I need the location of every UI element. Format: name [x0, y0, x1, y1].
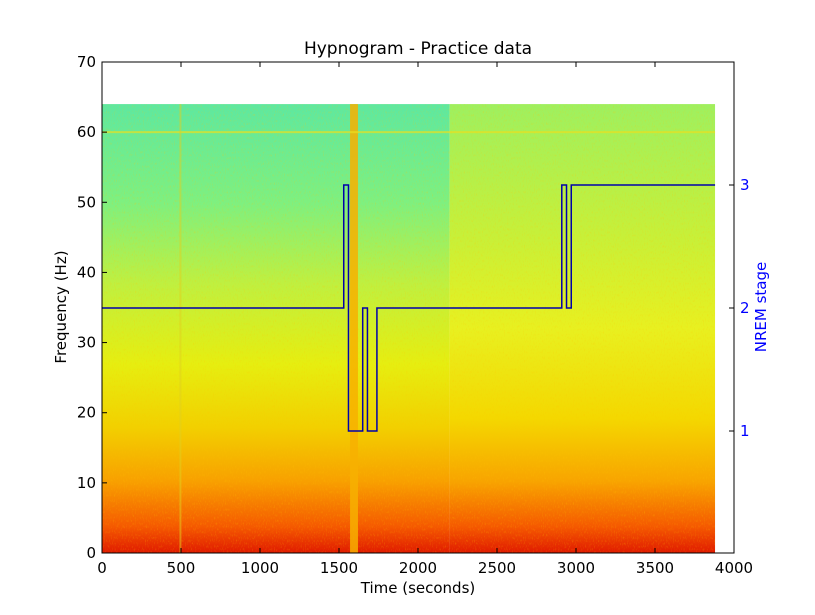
y-tick-label: 50 — [77, 193, 96, 211]
spectrogram-60hz-line — [102, 131, 716, 134]
y2-axis-label: NREM stage — [752, 262, 770, 352]
y-tick-label: 0 — [86, 544, 96, 562]
hypnogram-line — [102, 184, 716, 432]
y-tick-label: 60 — [77, 123, 96, 141]
y-tick-label: 20 — [77, 404, 96, 422]
x-tick-label: 1000 — [241, 559, 279, 577]
y-tick-label: 10 — [77, 474, 96, 492]
x-axis-label: Time (seconds) — [360, 579, 476, 597]
x-tick-label: 3000 — [557, 559, 595, 577]
x-tick-label: 2000 — [399, 559, 437, 577]
y-axis-label: Frequency (Hz) — [52, 250, 70, 363]
spectrogram-artifact-band — [350, 104, 358, 553]
x-tick-label: 3500 — [636, 559, 674, 577]
x-tick-label: 1500 — [320, 559, 358, 577]
y-axis-ticks: 0 10 20 30 40 50 60 70 — [77, 53, 107, 562]
x-tick-label: 2500 — [478, 559, 516, 577]
x-tick-label: 0 — [97, 559, 107, 577]
spectrogram-noise — [102, 104, 716, 553]
y-tick-label: 30 — [77, 334, 96, 352]
y-tick-label: 70 — [77, 53, 96, 71]
y2-tick-label: 3 — [740, 176, 750, 194]
spectrogram-vertical-artifact — [179, 104, 182, 553]
y-tick-label: 40 — [77, 263, 96, 281]
y2-tick-label: 1 — [740, 422, 750, 440]
x-axis-ticks: 0 500 1000 1500 2000 2500 3000 3500 4000 — [97, 62, 753, 577]
chart-title: Hypnogram - Practice data — [304, 39, 532, 59]
y2-tick-label: 2 — [740, 299, 750, 317]
x-tick-label: 4000 — [715, 559, 753, 577]
y2-axis-ticks: 1 2 3 — [729, 176, 750, 440]
spectrogram — [102, 104, 716, 553]
x-tick-label: 500 — [167, 559, 196, 577]
